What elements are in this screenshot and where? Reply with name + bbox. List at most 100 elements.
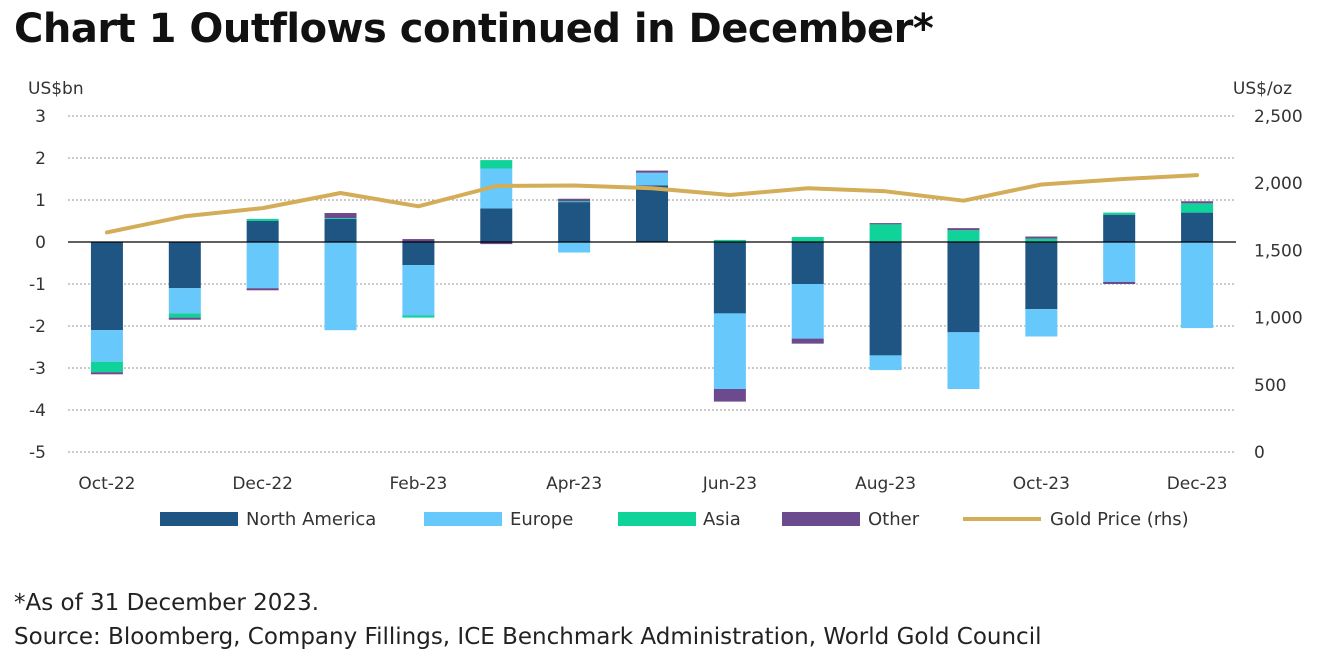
bar-segment xyxy=(713,239,746,242)
bar-segment xyxy=(246,242,279,289)
bar-segment xyxy=(558,202,591,242)
bar-segment xyxy=(558,201,591,203)
bar-segment xyxy=(947,242,980,333)
y-axis-right-label: US$/oz xyxy=(1233,79,1292,99)
y-left-tick-label: 3 xyxy=(35,107,46,127)
bar-segment xyxy=(1181,212,1214,242)
y-right-tick-label: 2,500 xyxy=(1254,107,1303,127)
legend-label: Asia xyxy=(703,509,741,530)
bar-segment xyxy=(402,315,435,318)
x-axis-ticks: Oct-22 Dec-22 Feb-23 Apr-23 Jun-23 Aug-23 Oct-… xyxy=(78,474,1227,494)
bar-segment xyxy=(791,284,824,339)
legend-label: Other xyxy=(868,509,920,530)
gold-price-series-line xyxy=(104,173,1200,235)
legend-swatch xyxy=(782,512,860,526)
x-tick-label: Oct-22 xyxy=(78,474,135,494)
bar-segment xyxy=(713,313,746,389)
y-axis-right-ticks: 0 500 1,000 1,500 2,000 2,500 xyxy=(1254,107,1303,463)
bar-segment xyxy=(947,230,980,242)
bar-segment xyxy=(558,242,591,253)
bar-segment xyxy=(480,160,513,169)
legend-swatch xyxy=(160,512,238,526)
bar-segment xyxy=(1025,242,1058,310)
bars xyxy=(90,160,1214,402)
bar-segment xyxy=(90,330,123,362)
x-tick-label: Apr-23 xyxy=(546,474,602,494)
y-right-tick-label: 0 xyxy=(1254,443,1265,463)
bar-segment xyxy=(713,242,746,314)
legend-label: Europe xyxy=(510,509,573,530)
bar-segment xyxy=(246,218,279,221)
bar-segment xyxy=(1181,203,1214,213)
bar-segment xyxy=(168,288,201,314)
y-left-tick-label: -3 xyxy=(29,359,46,379)
y-right-tick-label: 1,500 xyxy=(1254,241,1303,261)
bar-segment xyxy=(324,242,357,331)
bar-segment xyxy=(869,224,902,242)
legend: North America Europe Asia Other Gold Price (… xyxy=(160,509,1189,530)
bar-segment xyxy=(168,313,201,318)
y-left-tick-label: 1 xyxy=(35,191,46,211)
x-tick-label: Feb-23 xyxy=(389,474,447,494)
bar-segment xyxy=(1181,201,1214,204)
y-right-tick-label: 1,000 xyxy=(1254,309,1303,329)
y-left-tick-label: -1 xyxy=(29,275,46,295)
gold-price-line xyxy=(104,173,1200,235)
bar-segment xyxy=(90,242,123,331)
y-left-tick-label: -2 xyxy=(29,317,46,337)
y-left-tick-label: 0 xyxy=(35,233,46,253)
bar-segment xyxy=(1103,281,1136,284)
bar-segment xyxy=(791,338,824,344)
stacked-bar-line-chart: US$bn US$/oz -5 -4 -3 -2 -1 0 1 2 3 0 500 1,000 1,5… xyxy=(28,79,1303,530)
legend-label: Gold Price (rhs) xyxy=(1050,509,1189,530)
bar-segment xyxy=(558,198,591,202)
bar-segment xyxy=(1025,236,1058,239)
bar-segment xyxy=(636,185,668,242)
bar-segment xyxy=(402,239,435,242)
bar-segment xyxy=(324,213,357,219)
y-left-tick-label: -5 xyxy=(29,443,46,463)
bar-segment xyxy=(324,218,357,219)
y-left-tick-label: 2 xyxy=(35,149,46,169)
bar-segment xyxy=(869,242,902,356)
bar-segment xyxy=(1103,214,1136,242)
bar-segment xyxy=(90,372,123,375)
bar-segment xyxy=(168,317,201,320)
x-tick-label: Dec-22 xyxy=(232,474,293,494)
y-axis-left-ticks: -5 -4 -3 -2 -1 0 1 2 3 xyxy=(29,107,46,463)
bar-segment xyxy=(1103,212,1136,215)
bar-segment xyxy=(1103,242,1136,282)
legend-swatch xyxy=(424,512,502,526)
bar-segment xyxy=(90,361,123,373)
bar-segment xyxy=(480,242,513,245)
legend-label: North America xyxy=(246,509,376,530)
chart-title: Chart 1 Outflows continued in December* xyxy=(14,6,934,52)
bar-segment xyxy=(791,236,824,242)
source-note: Source: Bloomberg, Company Fillings, ICE… xyxy=(14,624,1042,650)
gridlines xyxy=(68,115,1236,453)
bar-segment xyxy=(869,355,902,371)
bar-segment xyxy=(402,265,435,316)
footnote: *As of 31 December 2023. xyxy=(14,590,320,616)
y-right-tick-label: 500 xyxy=(1254,376,1286,396)
y-axis-left-label: US$bn xyxy=(28,79,84,99)
bar-segment xyxy=(324,218,357,242)
bar-segment xyxy=(1025,309,1058,337)
bar-segment xyxy=(947,228,980,231)
bar-segment xyxy=(1025,238,1058,242)
x-tick-label: Oct-23 xyxy=(1013,474,1070,494)
y-left-tick-label: -4 xyxy=(29,401,46,421)
bar-segment xyxy=(1181,242,1214,329)
legend-swatch xyxy=(618,512,696,526)
bar-segment xyxy=(947,332,980,389)
x-tick-label: Dec-23 xyxy=(1167,474,1228,494)
x-tick-label: Jun-23 xyxy=(702,474,757,494)
bar-segment xyxy=(168,242,201,289)
bar-segment xyxy=(791,242,824,284)
bar-segment xyxy=(246,221,279,242)
bar-segment xyxy=(480,208,513,242)
bar-segment xyxy=(402,242,435,266)
bar-segment xyxy=(636,172,668,186)
y-right-tick-label: 2,000 xyxy=(1254,174,1303,194)
bar-segment xyxy=(636,170,668,173)
